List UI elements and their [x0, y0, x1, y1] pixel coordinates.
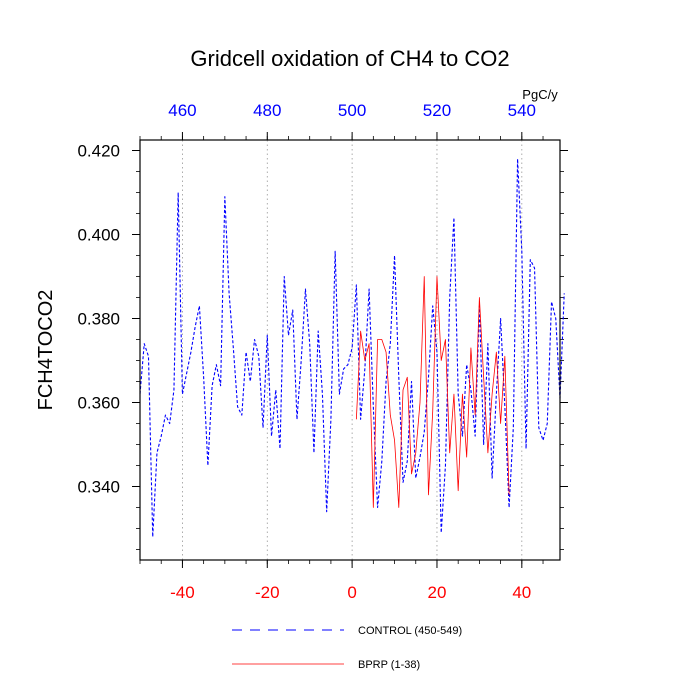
y-axis-label: FCH4TOCO2 — [35, 290, 57, 411]
x-tick-label-top: 460 — [168, 101, 196, 120]
y-tick-label: 0.380 — [77, 310, 120, 329]
chart-title: Gridcell oxidation of CH4 to CO2 — [190, 46, 509, 71]
legend-control-label: CONTROL (450-549) — [358, 625, 462, 637]
legend: CONTROL (450-549) BPRP (1-38) — [232, 625, 462, 671]
y-tick-label: 0.360 — [77, 394, 120, 413]
x-tick-label-top: 500 — [338, 101, 366, 120]
axis-ticks — [132, 132, 568, 568]
legend-bprp-label: BPRP (1-38) — [358, 659, 420, 671]
x-tick-label-top: 540 — [508, 101, 536, 120]
series-control-line — [139, 158, 565, 538]
y-tick-label: 0.340 — [77, 478, 120, 497]
tick-labels: 0.340 0.360 0.380 0.400 0.420 -40 460 -20 480 0 50… — [77, 101, 536, 602]
series-bprp-line — [355, 276, 510, 508]
x-tick-label-top: 520 — [423, 101, 451, 120]
series-lines — [139, 158, 565, 538]
x-tick-label-bottom: 20 — [428, 583, 447, 602]
x-tick-label-bottom: 40 — [512, 583, 531, 602]
x-tick-label-bottom: -20 — [255, 583, 280, 602]
y-tick-label: 0.400 — [77, 226, 120, 245]
top-axis-units: PgC/y — [522, 87, 558, 102]
y-tick-label: 0.420 — [77, 142, 120, 161]
plot-frame — [139, 139, 561, 561]
x-tick-label-bottom: -40 — [170, 583, 195, 602]
x-tick-label-top: 480 — [253, 101, 281, 120]
x-tick-label-bottom: 0 — [347, 583, 356, 602]
